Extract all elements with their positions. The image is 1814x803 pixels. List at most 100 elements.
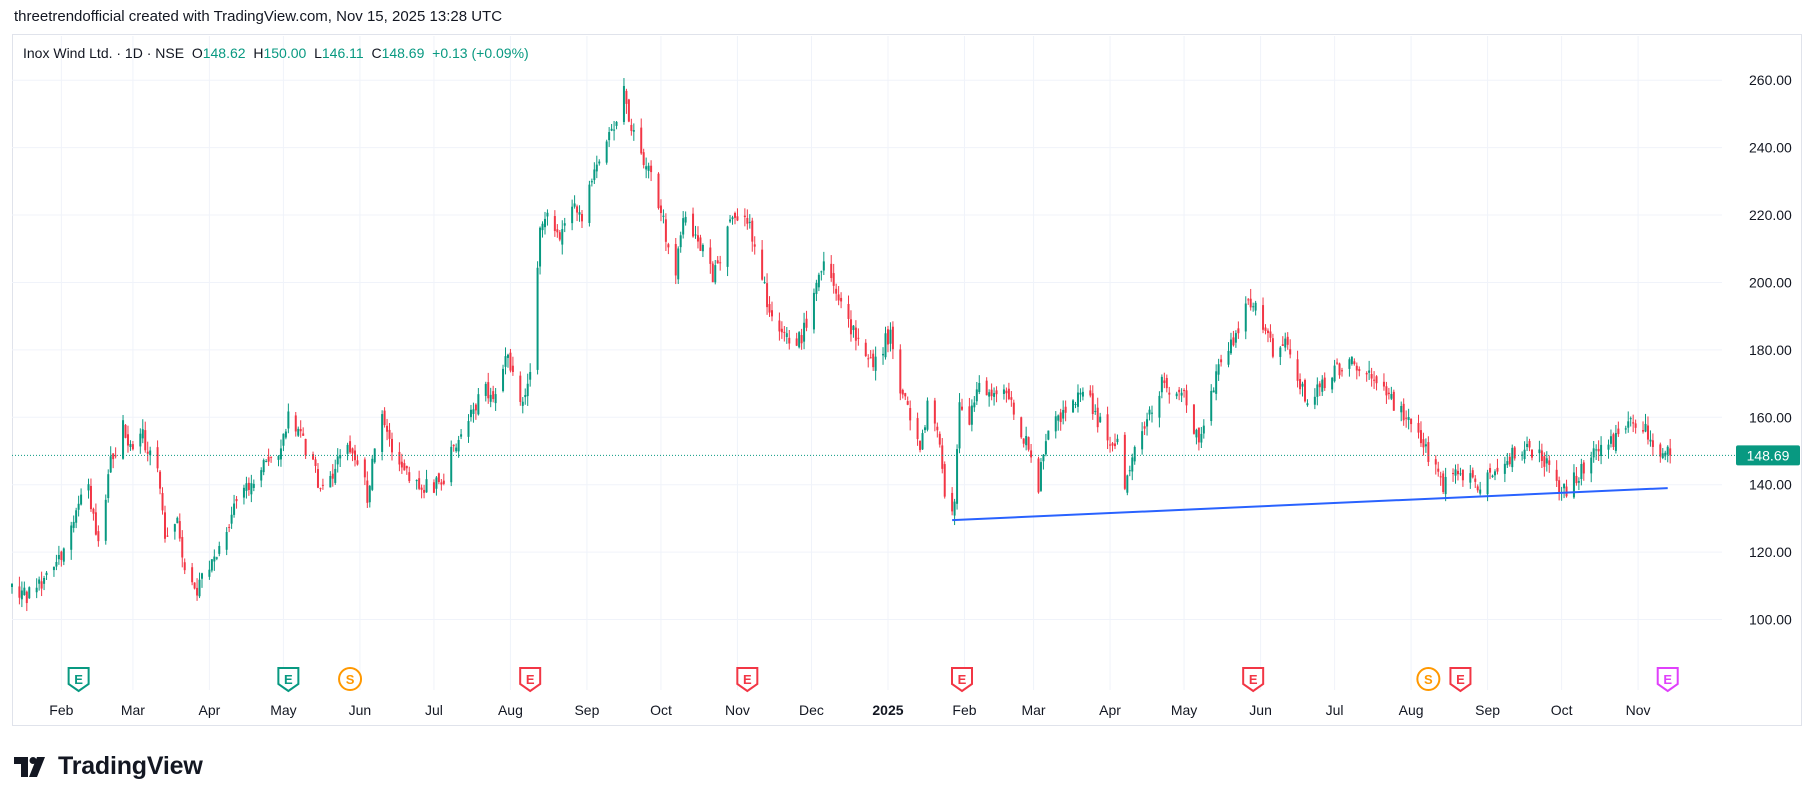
candle-body [1634, 423, 1637, 428]
candle-body [576, 206, 579, 213]
candle-body [55, 561, 58, 567]
event-marker-label: S [1424, 672, 1433, 687]
event-marker-label: E [74, 672, 83, 687]
candle-body [783, 331, 786, 333]
candle-body [262, 460, 265, 473]
candle-body [1375, 376, 1378, 384]
candle-body [625, 90, 628, 104]
candle-body [1563, 483, 1566, 489]
candle-body [1424, 444, 1427, 447]
candle-body [682, 218, 685, 235]
candle-body [1178, 389, 1181, 393]
candle-body [1099, 416, 1102, 423]
candle-body [321, 484, 324, 486]
change-value: +0.13 (+0.09%) [432, 45, 529, 61]
candle-body [1306, 403, 1309, 406]
candle-body [956, 449, 959, 504]
candle-body [1180, 392, 1183, 396]
y-tick-label: 220.00 [1749, 207, 1792, 223]
candle-body [1664, 452, 1667, 457]
candle-body [161, 493, 164, 511]
y-tick-label: 100.00 [1749, 612, 1792, 628]
candle-body [1079, 392, 1082, 395]
candle-body [420, 487, 423, 490]
x-tick-label: Mar [121, 702, 145, 718]
candle-body [1039, 462, 1042, 491]
earnings-event-marker: E [1656, 667, 1679, 693]
candle-body [368, 485, 371, 503]
x-axis: Feb Mar Apr May Jun Jul Aug Sep Oct Nov Dec 2025 Feb… [49, 702, 1650, 718]
candle-body [1336, 362, 1339, 364]
x-tick-label: Apr [199, 702, 221, 718]
candle-body [383, 410, 386, 426]
high-label: H [253, 45, 264, 61]
candle-body [561, 229, 564, 245]
candle-body [405, 466, 408, 469]
candle-body [294, 415, 297, 432]
candle-body [659, 205, 662, 214]
open-label: O [191, 45, 203, 61]
candle-body [1355, 365, 1358, 371]
candle-body [815, 282, 818, 295]
candle-body [541, 223, 544, 231]
y-tick-label: 240.00 [1749, 140, 1792, 156]
candle-body [1037, 458, 1040, 493]
candle-body [664, 219, 667, 242]
candle-body [1057, 415, 1060, 421]
candle-body [990, 389, 993, 397]
candle-body [159, 471, 162, 489]
candle-body [798, 332, 801, 348]
candle-body [336, 456, 339, 465]
candle-body [886, 329, 889, 345]
candle-body [889, 329, 892, 344]
candle-body [141, 429, 144, 439]
candle-body [77, 503, 80, 510]
candle-body [25, 591, 28, 604]
candle-body [1007, 388, 1010, 400]
candle-body [590, 181, 593, 183]
candle-body [1002, 389, 1005, 394]
split-event-marker: S [338, 667, 363, 691]
candle-body [1131, 457, 1134, 472]
candle-body [650, 165, 653, 173]
candle-body [363, 459, 366, 478]
candle-body [277, 456, 280, 460]
x-tick-label: Sep [1475, 702, 1500, 718]
candle-body [75, 510, 78, 523]
split-marker-circle [1416, 667, 1441, 691]
candle-body [1405, 417, 1408, 419]
candle-body [696, 235, 699, 242]
candle-body [630, 124, 633, 131]
x-tick-label: Jun [349, 702, 372, 718]
candle-body [1555, 469, 1558, 481]
candle-body [1592, 448, 1595, 458]
x-tick-label: Apr [1099, 702, 1121, 718]
candle-body [210, 559, 213, 571]
candle-body [1141, 431, 1144, 450]
candle-body [218, 545, 221, 554]
candle-body [208, 569, 211, 577]
candle-body [867, 358, 870, 360]
candle-body [832, 273, 835, 286]
candle-body [178, 521, 181, 539]
candle-body [803, 322, 806, 342]
candlestick-chart[interactable]: 148.69 100.00 120.00 140.00 160.00 180.00 200… [0, 0, 1814, 740]
candle-body [356, 460, 359, 465]
candle-body [1459, 473, 1462, 475]
candle-body [43, 577, 46, 584]
candle-body [398, 451, 401, 465]
candle-body [1452, 472, 1455, 475]
candle-body [1612, 434, 1615, 448]
candle-body [988, 392, 991, 397]
candle-body [176, 517, 179, 524]
candle-body [183, 562, 186, 571]
candle-body [1600, 444, 1603, 456]
candle-body [743, 215, 746, 218]
candle-body [746, 218, 749, 224]
candle-body [1027, 437, 1030, 450]
tradingview-logo[interactable]: TradingView [14, 752, 203, 781]
candle-body [1632, 422, 1635, 424]
candle-body [107, 474, 110, 499]
x-tick-label: Jul [425, 702, 443, 718]
candle-body [1200, 433, 1203, 443]
